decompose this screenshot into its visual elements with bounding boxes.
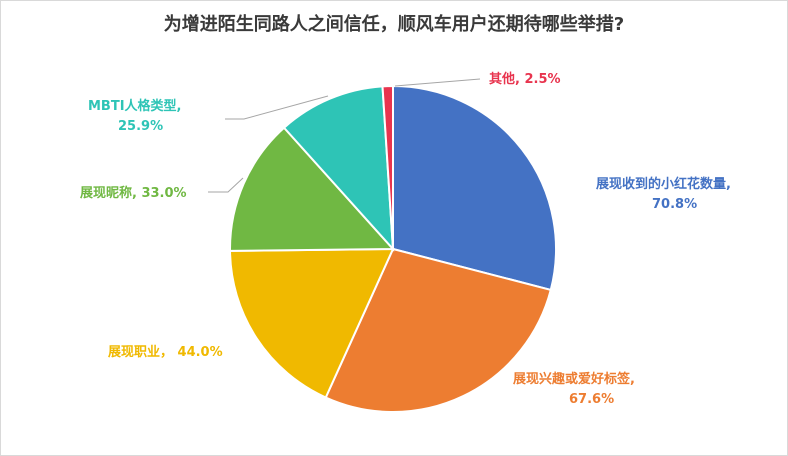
- pie-slice: [228, 247, 395, 399]
- leader-line: [225, 95, 329, 120]
- slice-label: 展现职业， 44.0%: [108, 344, 223, 360]
- slice-label: MBTI人格类型, 25.9%: [88, 98, 182, 134]
- slice-label: 展现昵称, 33.0%: [80, 185, 187, 201]
- slice-label: 其他, 2.5%: [489, 71, 561, 87]
- pie-slice: [229, 126, 396, 252]
- pie-slice: [392, 84, 557, 292]
- pie-slice: [324, 247, 552, 413]
- chart-title: 为增进陌生同路人之间信任，顺风车用户还期待哪些举措?: [163, 14, 625, 35]
- slice-label: 展现兴趣或爱好标签, 67.6%: [513, 371, 635, 407]
- leader-line: [208, 177, 244, 193]
- leader-line: [394, 78, 481, 87]
- slice-label: 展现收到的小红花数量, 70.8%: [596, 176, 731, 212]
- pie-slice: [381, 84, 394, 250]
- pie-slice: [282, 85, 395, 252]
